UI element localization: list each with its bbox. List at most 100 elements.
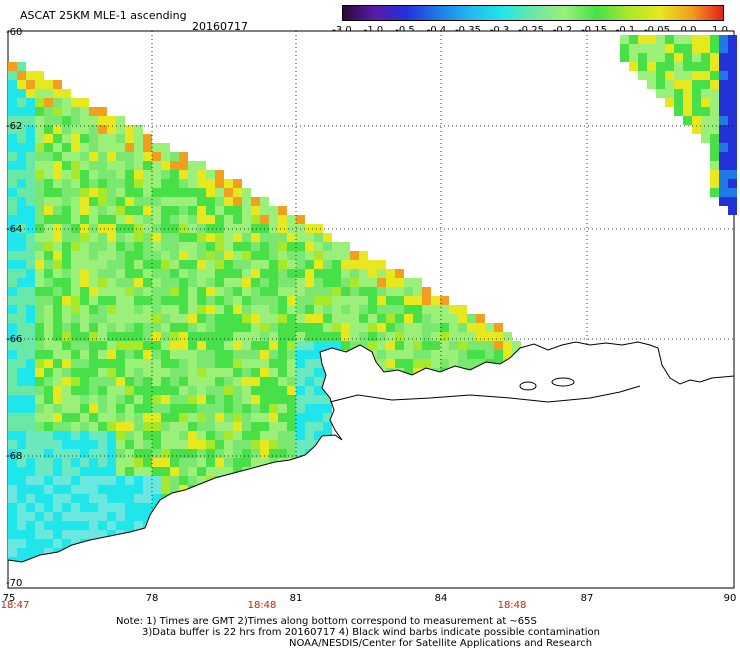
- swath-cell: [35, 98, 44, 107]
- swath-cell: [215, 323, 224, 332]
- swath-cell: [53, 278, 62, 287]
- swath-cell: [386, 278, 395, 287]
- swath-cell: [710, 161, 719, 170]
- swath-cell: [125, 296, 134, 305]
- swath-cell: [143, 485, 152, 494]
- swath-cell: [44, 368, 53, 377]
- swath-cell: [53, 413, 62, 422]
- swath-cell: [440, 341, 449, 350]
- swath-cell: [62, 530, 71, 539]
- swath-cell: [179, 386, 188, 395]
- swath-cell: [692, 71, 701, 80]
- swath-cell: [107, 458, 116, 467]
- swath-cell: [71, 152, 80, 161]
- swath-cell: [251, 440, 260, 449]
- swath-cell: [242, 278, 251, 287]
- swath-cell: [260, 458, 269, 467]
- swath-cell: [467, 332, 476, 341]
- swath-cell: [404, 305, 413, 314]
- swath-cell: [260, 341, 269, 350]
- swath-cell: [179, 422, 188, 431]
- swath-cell: [269, 323, 278, 332]
- swath-cell: [98, 152, 107, 161]
- swath-cell: [251, 458, 260, 467]
- swath-cell: [197, 323, 206, 332]
- swath-cell: [269, 350, 278, 359]
- swath-cell: [26, 350, 35, 359]
- swath-cell: [323, 233, 332, 242]
- swath-cell: [197, 332, 206, 341]
- swath-cell: [152, 314, 161, 323]
- swath-cell: [89, 107, 98, 116]
- swath-cell: [35, 458, 44, 467]
- swath-cell: [116, 359, 125, 368]
- swath-cell: [359, 287, 368, 296]
- swath-cell: [143, 287, 152, 296]
- swath-cell: [260, 269, 269, 278]
- swath-cell: [71, 449, 80, 458]
- swath-cell: [107, 206, 116, 215]
- swath-cell: [710, 107, 719, 116]
- swath-cell: [170, 332, 179, 341]
- swath-cell: [206, 206, 215, 215]
- swath-cell: [269, 242, 278, 251]
- swath-cell: [170, 296, 179, 305]
- swath-cell: [8, 521, 17, 530]
- swath-cell: [17, 89, 26, 98]
- swath-cell: [233, 215, 242, 224]
- swath-cell: [62, 377, 71, 386]
- swath-cell: [323, 242, 332, 251]
- swath-cell: [53, 449, 62, 458]
- swath-cell: [512, 341, 521, 350]
- swath-cell: [62, 143, 71, 152]
- swath-cell: [233, 431, 242, 440]
- swath-cell: [278, 215, 287, 224]
- swath-cell: [332, 251, 341, 260]
- swath-cell: [314, 314, 323, 323]
- swath-cell: [53, 260, 62, 269]
- swath-cell: [260, 287, 269, 296]
- swath-cell: [170, 233, 179, 242]
- swath-cell: [80, 485, 89, 494]
- swath-cell: [98, 440, 107, 449]
- swath-cell: [143, 350, 152, 359]
- swath-cell: [224, 197, 233, 206]
- swath-cell: [26, 422, 35, 431]
- swath-cell: [224, 323, 233, 332]
- swath-cell: [125, 467, 134, 476]
- swath-cell: [197, 197, 206, 206]
- swath-cell: [224, 251, 233, 260]
- swath-cell: [116, 503, 125, 512]
- swath-cell: [233, 251, 242, 260]
- swath-cell: [341, 278, 350, 287]
- swath-cell: [161, 305, 170, 314]
- swath-cell: [71, 539, 80, 548]
- swath-cell: [206, 368, 215, 377]
- swath-cell: [17, 548, 26, 557]
- swath-cell: [278, 440, 287, 449]
- swath-cell: [143, 242, 152, 251]
- swath-cell: [359, 251, 368, 260]
- swath-cell: [314, 305, 323, 314]
- swath-cell: [44, 476, 53, 485]
- swath-cell: [287, 431, 296, 440]
- coastline: [7, 341, 735, 589]
- swath-cell: [53, 368, 62, 377]
- swath-cell: [35, 287, 44, 296]
- swath-cell: [206, 269, 215, 278]
- swath-cell: [107, 476, 116, 485]
- swath-cell: [476, 332, 485, 341]
- swath-cell: [17, 80, 26, 89]
- swath-cell: [260, 206, 269, 215]
- swath-cell: [98, 395, 107, 404]
- swath-cell: [62, 341, 71, 350]
- swath-cell: [206, 458, 215, 467]
- swath-cell: [35, 548, 44, 557]
- swath-cell: [665, 98, 674, 107]
- swath-cell: [359, 332, 368, 341]
- swath-cell: [287, 260, 296, 269]
- swath-cell: [728, 35, 737, 44]
- swath-cell: [26, 485, 35, 494]
- swath-cell: [161, 314, 170, 323]
- swath-cell: [125, 134, 134, 143]
